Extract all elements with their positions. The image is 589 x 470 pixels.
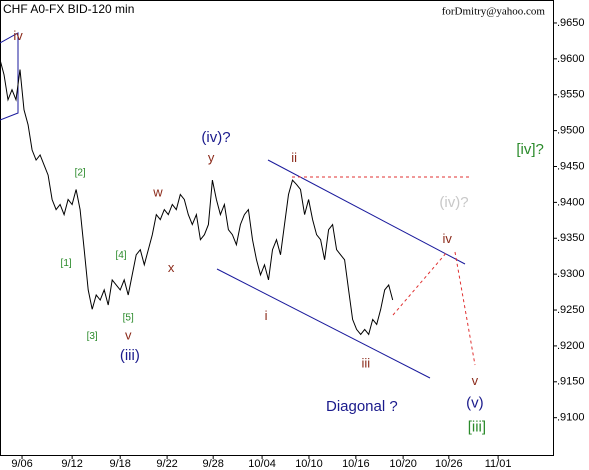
wave-label: x: [168, 260, 175, 275]
chart-title: CHF A0-FX BID-120 min: [3, 2, 134, 16]
wave-label: ii: [291, 150, 297, 165]
wave-label: iv: [13, 28, 23, 43]
wave-label: (iv)?: [439, 194, 468, 211]
price-line: [0, 59, 394, 336]
wave-label: w: [152, 184, 163, 199]
y-tick-label: .9650: [557, 17, 585, 29]
x-tick-label: 10/10: [295, 458, 323, 470]
projection: [292, 176, 476, 366]
x-tick-label: 10/04: [248, 458, 276, 470]
wave-label: [iii]: [468, 419, 486, 436]
lower-channel-line: [216, 268, 431, 379]
wave-label: v: [472, 373, 479, 388]
wave-label: [5]: [123, 313, 134, 324]
wave-label: [iv]?: [516, 141, 544, 158]
wave-label: iv: [443, 231, 453, 246]
x-tick-label: 9/12: [61, 458, 82, 470]
wave-label: i: [265, 308, 268, 323]
wave-label: v: [125, 327, 132, 342]
y-tick-label: .9350: [557, 232, 585, 244]
plot-frame: [0, 0, 554, 456]
wave-label: Diagonal ?: [326, 398, 398, 415]
y-tick-label: .9100: [557, 412, 585, 424]
x-tick-label: 9/18: [110, 458, 131, 470]
left-bracket: [0, 32, 19, 121]
x-tick-label: 10/26: [435, 458, 463, 470]
x-tick-label: 11/01: [485, 458, 512, 470]
x-tick-label: 9/06: [11, 458, 32, 470]
y-tick-label: .9250: [557, 304, 585, 316]
y-tick-label: .9600: [557, 53, 585, 65]
y-tick-label: .9200: [557, 340, 585, 352]
wave-label: [3]: [87, 331, 98, 342]
wave-label: [2]: [75, 168, 86, 179]
wave-label: y: [208, 150, 215, 165]
chart-subtitle: forDmitry@yahoo.com: [442, 6, 546, 18]
wave-label: (v): [466, 394, 484, 411]
wave-label: iii: [362, 355, 371, 370]
wave-label: (iii): [120, 347, 140, 364]
y-tick-label: .9400: [557, 196, 585, 208]
x-tick-label: 9/22: [156, 458, 177, 470]
projection-up: [392, 251, 448, 316]
x-tick-label: 10/16: [342, 458, 370, 470]
y-tick-label: .9300: [557, 268, 585, 280]
wave-label: (iv)?: [201, 129, 230, 146]
y-tick-label: .9550: [557, 89, 585, 101]
x-tick-label: 10/20: [389, 458, 417, 470]
wave-label: [4]: [115, 250, 126, 261]
wave-label: [1]: [61, 258, 72, 269]
y-tick-label: .9500: [557, 125, 585, 137]
x-tick-label: 9/28: [202, 458, 223, 470]
y-tick-label: .9150: [557, 376, 585, 388]
y-tick-label: .9450: [557, 160, 585, 172]
projection-down: [454, 251, 476, 366]
